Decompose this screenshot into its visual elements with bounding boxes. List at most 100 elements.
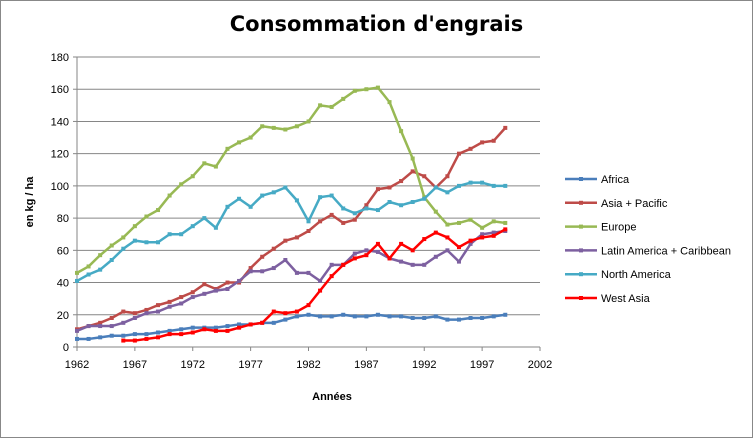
data-point-north-america [294, 198, 299, 203]
data-point-latin-america-caribbean [410, 262, 415, 267]
data-point-west-asia [341, 262, 346, 267]
data-point-europe [445, 222, 450, 227]
data-point-north-america [86, 272, 91, 277]
data-point-west-asia [237, 325, 242, 330]
data-point-asia-pacific [387, 185, 392, 190]
data-point-west-asia [399, 241, 404, 246]
data-point-africa [375, 312, 380, 317]
data-point-africa [109, 333, 114, 338]
x-tick-label: 1967 [123, 359, 147, 371]
data-point-asia-pacific [364, 203, 369, 208]
series-line-africa [77, 313, 506, 341]
data-point-africa [294, 314, 299, 319]
x-tick-label: 1977 [238, 359, 262, 371]
data-point-latin-america-caribbean [468, 241, 473, 246]
data-point-europe [202, 161, 207, 166]
data-point-asia-pacific [144, 307, 149, 312]
data-point-asia-pacific [156, 303, 161, 308]
series-line-latin-america-caribbean [76, 229, 506, 333]
data-point-latin-america-caribbean [456, 259, 461, 264]
data-point-west-asia [179, 332, 184, 337]
data-point-asia-pacific [503, 125, 508, 130]
data-point-africa [156, 330, 161, 335]
data-point-latin-america-caribbean [364, 248, 369, 253]
data-point-north-america [352, 211, 357, 216]
data-point-north-america [491, 183, 496, 188]
data-point-europe [213, 164, 218, 169]
x-tick-label: 1972 [181, 359, 205, 371]
data-point-africa [121, 333, 126, 338]
data-point-latin-america-caribbean [156, 309, 161, 314]
data-point-latin-america-caribbean [213, 288, 218, 293]
data-point-west-asia [156, 335, 161, 340]
data-point-north-america [271, 190, 276, 195]
data-point-africa [167, 328, 172, 333]
data-point-north-america [156, 240, 161, 245]
series-line-asia-pacific [76, 127, 507, 331]
x-tick-label: 1987 [354, 359, 378, 371]
legend-marker-latin-america-caribbean [579, 248, 583, 253]
data-point-europe [503, 220, 508, 225]
data-point-asia-pacific [271, 246, 276, 251]
data-point-west-asia [121, 338, 126, 343]
data-point-asia-pacific [121, 309, 126, 314]
data-point-latin-america-caribbean [121, 320, 126, 325]
legend-label-europe: Europe [601, 222, 636, 234]
data-point-west-asia [318, 288, 323, 293]
data-point-west-asia [260, 320, 265, 325]
data-point-europe [179, 182, 184, 187]
data-point-asia-pacific [202, 282, 207, 287]
data-point-latin-america-caribbean [237, 278, 242, 283]
data-point-europe [294, 124, 299, 129]
data-point-europe [468, 217, 473, 222]
data-point-europe [375, 85, 380, 90]
data-point-latin-america-caribbean [433, 254, 438, 259]
data-point-europe [156, 208, 161, 213]
legend-marker-west-asia [579, 296, 583, 300]
data-point-north-america [375, 208, 380, 213]
data-point-latin-america-caribbean [294, 270, 299, 275]
data-point-europe [399, 129, 404, 134]
data-point-africa [144, 332, 149, 337]
data-point-asia-pacific [352, 217, 357, 222]
data-point-asia-pacific [294, 235, 299, 240]
data-point-latin-america-caribbean [109, 324, 114, 329]
data-point-latin-america-caribbean [225, 287, 230, 291]
data-point-asia-pacific [248, 266, 253, 271]
data-point-asia-pacific [306, 229, 311, 233]
data-point-europe [248, 135, 253, 140]
data-point-africa [329, 314, 334, 319]
data-point-north-america [167, 232, 172, 237]
x-axis-label: Années [312, 391, 352, 403]
legend-label-latin-america-caribbean: Latin America + Caribbean [601, 245, 731, 257]
data-point-north-america [202, 216, 207, 221]
data-point-latin-america-caribbean [132, 316, 137, 320]
series-line-west-asia [123, 228, 506, 342]
data-point-west-asia [202, 327, 207, 332]
data-point-latin-america-caribbean [190, 295, 195, 300]
data-point-latin-america-caribbean [98, 324, 103, 329]
data-point-north-america [190, 224, 195, 229]
data-point-latin-america-caribbean [283, 258, 288, 262]
data-point-west-asia [190, 330, 195, 335]
data-point-asia-pacific [132, 311, 137, 316]
data-point-north-america [480, 180, 485, 185]
data-point-europe [98, 253, 103, 258]
data-point-north-america [225, 204, 230, 209]
data-point-africa [237, 322, 242, 327]
legend-marker-africa [579, 177, 583, 181]
data-point-europe [190, 174, 195, 179]
data-point-europe [352, 88, 357, 93]
data-point-latin-america-caribbean [167, 304, 172, 309]
data-point-north-america [318, 195, 323, 200]
legend-marker-north-america [579, 272, 583, 277]
data-point-africa [410, 316, 415, 320]
data-point-west-asia [456, 245, 461, 250]
data-point-north-america [283, 185, 288, 190]
data-point-north-america [179, 232, 184, 237]
data-point-north-america [306, 219, 311, 224]
data-point-europe [283, 127, 288, 132]
data-point-europe [271, 125, 276, 130]
data-point-latin-america-caribbean [75, 328, 79, 333]
data-point-west-asia [294, 309, 299, 314]
